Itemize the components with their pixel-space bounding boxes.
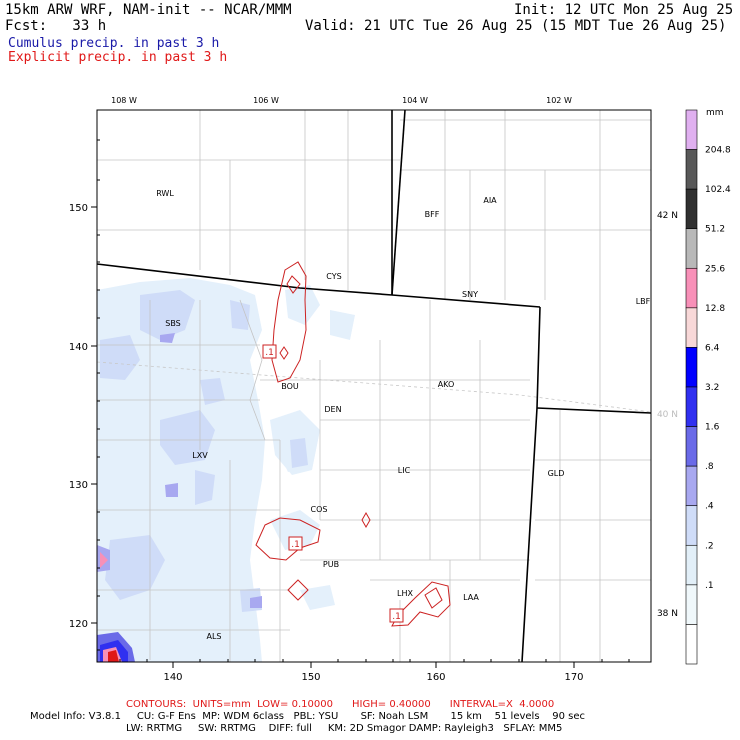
colorbar-swatch — [685, 109, 698, 150]
explicit-precip-contours — [255, 261, 451, 627]
colorbar-level-label: .2 — [705, 541, 714, 551]
model-title: 15km ARW WRF, NAM-init -- NCAR/MMM — [5, 2, 292, 18]
colorbar-swatch — [685, 307, 698, 348]
station-label: COS — [311, 505, 328, 514]
station-label: LAA — [463, 593, 479, 602]
station-label: LXV — [192, 451, 208, 460]
colorbar-swatch — [685, 386, 698, 427]
longitude-label: 106 W — [253, 96, 279, 105]
latitude-label: 40 N — [657, 410, 678, 420]
colorbar-level-label: 102.4 — [705, 185, 731, 195]
x-tick-label: 140 — [163, 672, 182, 683]
station-label: LHX — [397, 589, 413, 598]
contour-tag-box-3 — [389, 608, 404, 623]
station-label: LIC — [398, 466, 411, 475]
x-tick-label: 170 — [564, 672, 583, 683]
station-label: AIA — [483, 196, 497, 205]
station-label: RWL — [156, 189, 174, 198]
init-time: Init: 12 UTC Mon 25 Aug 25 — [514, 2, 734, 18]
longitude-label: 104 W — [402, 96, 428, 105]
colorbar: 204.8 102.4 51.2 25.6 12.8 6.4 3.2 1.6 .8 .4 .2 .1 — [685, 109, 731, 665]
colorbar-swatch — [685, 228, 698, 269]
colorbar-swatch — [685, 267, 698, 309]
contour-tag-boxes — [262, 344, 404, 623]
contour-tag-1: .1 — [265, 348, 274, 358]
station-label: CYS — [326, 272, 341, 281]
state-borders — [97, 110, 651, 662]
latitude-label: 38 N — [657, 609, 678, 619]
station-label: BFF — [425, 210, 440, 219]
colorbar-unit: mm — [706, 108, 724, 118]
precip-shading — [97, 278, 355, 662]
station-label: LBF — [636, 297, 651, 306]
station-label: DEN — [324, 405, 341, 414]
x-tick-labels: 140 150 160 170 — [163, 672, 583, 683]
y-tick-label: 150 — [69, 203, 88, 214]
model-info-line-2: LW: RRTMG SW: RRTMG DIFF: full KM: 2D Sm… — [126, 723, 563, 734]
contour-tag-box-1 — [262, 344, 277, 359]
map-frame — [96, 109, 652, 663]
y-tick-labels: 150 140 130 120 — [69, 203, 88, 630]
colorbar-swatch — [685, 188, 698, 230]
colorbar-swatch — [685, 544, 698, 586]
colorbar-level-label: 3.2 — [705, 383, 719, 393]
station-label: BOU — [281, 382, 299, 391]
longitude-labels: 108 W 106 W 104 W 102 W — [111, 96, 572, 105]
latitude-labels: 42 N 40 N 38 N — [657, 211, 678, 619]
colorbar-level-label: 51.2 — [705, 225, 725, 235]
station-label: SNY — [462, 290, 478, 299]
station-label: AKO — [438, 380, 455, 389]
county-lines — [97, 110, 651, 662]
colorbar-swatch — [685, 584, 698, 625]
colorbar-level-label: 12.8 — [705, 304, 725, 314]
colorbar-swatch — [685, 426, 698, 467]
colorbar-swatch — [685, 149, 698, 190]
contour-tag-2: .1 — [291, 540, 300, 550]
colorbar-level-label: .4 — [705, 502, 714, 512]
contour-tag-box-2 — [288, 536, 303, 551]
contour-tag-3: .1 — [392, 612, 401, 622]
station-label: PUB — [323, 560, 339, 569]
valid-time: Valid: 21 UTC Tue 26 Aug 25 (15 MDT Tue … — [305, 18, 727, 34]
colorbar-level-label: 204.8 — [705, 146, 731, 156]
y-tick-label: 120 — [69, 619, 88, 630]
model-info-line-1: Model Info: V3.8.1 CU: G-F Ens MP: WDM 6… — [30, 711, 586, 722]
x-tick-label: 160 — [426, 672, 445, 683]
explicit-legend-label: Explicit precip. in past 3 h — [8, 50, 228, 65]
colorbar-level-label: 1.6 — [705, 423, 720, 433]
station-label: SBS — [165, 319, 181, 328]
latitude-label: 42 N — [657, 211, 678, 221]
colorbar-level-label: 6.4 — [705, 343, 720, 353]
station-labels: RWL BFF AIA CYS SNY LBF SBS BOU AKO DEN … — [156, 189, 650, 641]
colorbar-swatch — [685, 347, 698, 388]
colorbar-level-label: .1 — [705, 581, 714, 591]
longitude-label: 108 W — [111, 96, 137, 105]
colorbar-level-label: .8 — [705, 462, 714, 472]
y-tick-label: 130 — [69, 480, 88, 491]
cumulus-legend-label: Cumulus precip. in past 3 h — [8, 36, 220, 51]
axis-ticks — [91, 139, 630, 668]
colorbar-swatch — [685, 624, 698, 665]
colorbar-swatch — [685, 465, 698, 507]
forecast-hour: Fcst: 33 h — [5, 18, 107, 34]
x-tick-label: 150 — [301, 672, 320, 683]
longitude-label: 102 W — [546, 96, 572, 105]
colorbar-level-label: 25.6 — [705, 264, 725, 274]
y-tick-label: 140 — [69, 342, 88, 353]
lat-lon-grid — [97, 361, 651, 413]
contour-info: CONTOURS: UNITS=mm LOW= 0.10000 HIGH= 0.… — [126, 699, 555, 710]
station-label: GLD — [548, 469, 565, 478]
station-label: ALS — [206, 632, 221, 641]
colorbar-swatch — [685, 505, 698, 546]
